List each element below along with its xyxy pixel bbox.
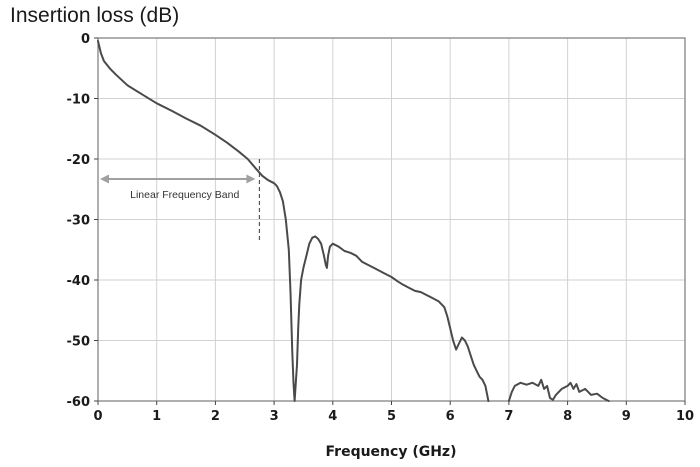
y-tick-label: -30	[67, 214, 91, 229]
x-tick-label: 9	[622, 409, 631, 424]
x-tick-label: 10	[676, 409, 694, 424]
x-tick-label: 2	[211, 409, 220, 424]
x-tick-label: 6	[446, 409, 455, 424]
series-lines	[97, 40, 610, 402]
y-tick-label: 0	[81, 32, 90, 47]
linear-band-annotation: Linear Frequency Band	[100, 159, 261, 241]
band-arrow-right-head	[246, 174, 256, 184]
chart-title: Insertion loss (dB)	[10, 4, 179, 27]
y-axis: 0 -10 -20 -30 -40 -50 -60	[67, 32, 98, 410]
band-arrow-left-head	[100, 174, 109, 184]
x-tick-label: 0	[93, 409, 102, 424]
x-tick-label: 5	[387, 409, 396, 424]
x-tick-label: 7	[504, 409, 513, 424]
series-line-0	[97, 40, 490, 402]
y-tick-label: -40	[67, 274, 91, 289]
y-tick-label: -20	[67, 153, 91, 168]
x-tick-label: 3	[270, 409, 279, 424]
y-tick-label: -60	[67, 395, 91, 410]
y-tick-label: -50	[67, 335, 91, 350]
x-axis: 0 1 2 3 4 5 6 7 8 9 10	[93, 401, 694, 424]
x-tick-label: 4	[328, 409, 337, 424]
x-tick-label: 1	[152, 409, 161, 424]
x-tick-label: 8	[563, 409, 572, 424]
series-line-1	[507, 378, 610, 402]
x-axis-label: Frequency (GHz)	[326, 444, 457, 460]
band-label: Linear Frequency Band	[130, 189, 239, 201]
y-tick-label: -10	[67, 93, 91, 108]
